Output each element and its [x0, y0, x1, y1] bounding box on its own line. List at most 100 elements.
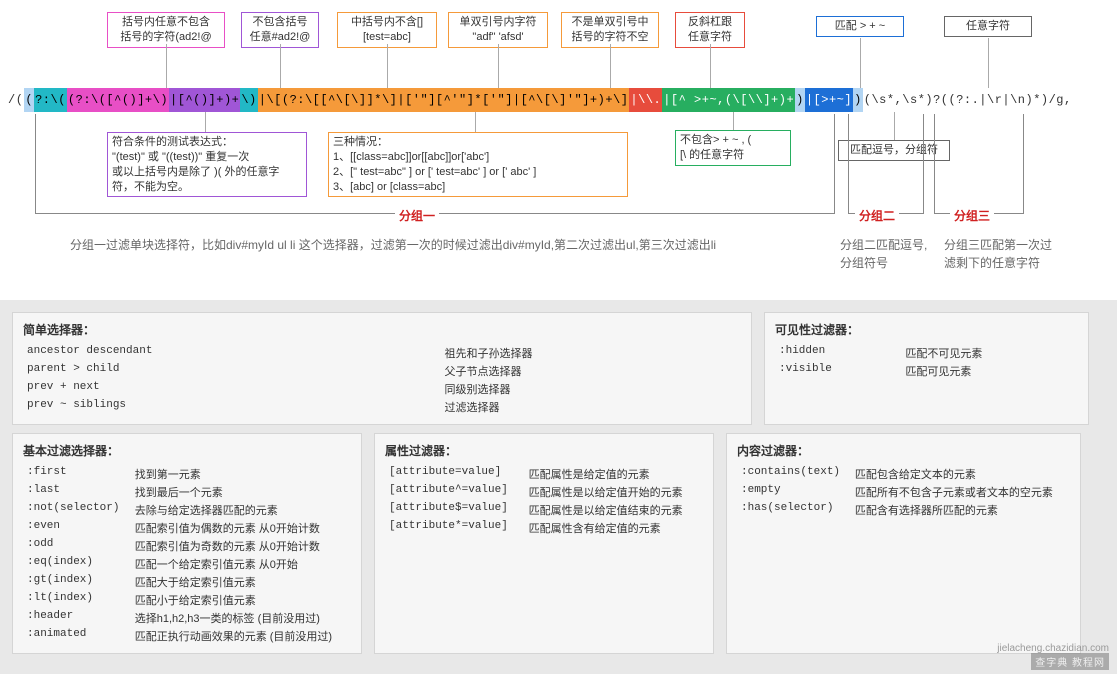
table-row: :hidden匹配不可见元素	[775, 344, 1078, 362]
connector	[280, 44, 281, 88]
table-row: :first找到第一元素	[23, 465, 351, 483]
table-row: [attribute=value]匹配属性是给定值的元素	[385, 465, 703, 483]
connector	[387, 44, 388, 88]
regex-seg-2: ?:\(	[34, 88, 67, 112]
table-row: :odd匹配索引值为奇数的元素 从0开始计数	[23, 537, 351, 555]
ref-table: [attribute=value]匹配属性是给定值的元素[attribute^=…	[385, 465, 703, 537]
selector-key: :contains(text)	[737, 465, 851, 483]
regex-seg-4: |[^()]+)+	[169, 88, 240, 112]
table-row: :contains(text)匹配包含给定文本的元素	[737, 465, 1070, 483]
ref-title: 可见性过滤器：	[775, 321, 1078, 338]
selector-desc: 匹配大于给定索引值元素	[131, 573, 351, 591]
connector	[710, 44, 711, 88]
regex-seg-0: /(	[7, 88, 24, 112]
selector-desc: 选择h1,h2,h3一类的标签 (目前没用过)	[131, 609, 351, 627]
group-desc-1: 分组一过滤单块选择符，比如div#myId ul li 这个选择器，过滤第一次的…	[70, 236, 770, 254]
regex-seg-3: (?:\([^()]+\)	[67, 88, 169, 112]
selector-key: :last	[23, 483, 131, 501]
group-desc-3: 分组三匹配第一次过滤剩下的任意字符	[944, 236, 1054, 272]
ref-table: :contains(text)匹配包含给定文本的元素:empty匹配所有不包含子…	[737, 465, 1070, 519]
selector-desc: 匹配属性是以给定值开始的元素	[525, 483, 703, 501]
table-row: prev ~ siblings过滤选择器	[23, 398, 741, 416]
table-row: :eq(index)匹配一个给定索引值元素 从0开始	[23, 555, 351, 573]
selector-desc: 祖先和子孙选择器	[441, 344, 741, 362]
watermark-text: 查字典 教程网	[1031, 653, 1109, 670]
selector-key: :odd	[23, 537, 131, 555]
regex-seg-12: (\s*,\s*)?((?:.|\r|\n)*)/g,	[863, 88, 1073, 112]
selector-key: parent > child	[23, 362, 441, 380]
table-row: ancestor descendant祖先和子孙选择器	[23, 344, 741, 362]
ref-box: 基本过滤选择器：:first找到第一元素:last找到最后一个元素:not(se…	[12, 433, 362, 654]
selector-key: :hidden	[775, 344, 901, 362]
ref-box: 可见性过滤器： :hidden匹配不可见元素:visible匹配可见元素	[764, 312, 1089, 425]
table-row: :has(selector)匹配含有选择器所匹配的元素	[737, 501, 1070, 519]
selector-key: [attribute$=value]	[385, 501, 525, 519]
table-row: :not(selector)去除与给定选择器匹配的元素	[23, 501, 351, 519]
table-row: [attribute$=value]匹配属性是以给定值结束的元素	[385, 501, 703, 519]
selector-key: :empty	[737, 483, 851, 501]
selector-key: [attribute^=value]	[385, 483, 525, 501]
regex-seg-1: (	[24, 88, 34, 112]
table-row: :lt(index)匹配小于给定索引值元素	[23, 591, 351, 609]
table-row: parent > child父子节点选择器	[23, 362, 741, 380]
selector-key: :eq(index)	[23, 555, 131, 573]
selector-desc: 匹配索引值为偶数的元素 从0开始计数	[131, 519, 351, 537]
group-desc-2: 分组二匹配逗号,分组符号	[840, 236, 935, 272]
selector-desc: 匹配一个给定索引值元素 从0开始	[131, 555, 351, 573]
selector-key: :animated	[23, 627, 131, 645]
selector-desc: 匹配包含给定文本的元素	[851, 465, 1070, 483]
selector-key: :not(selector)	[23, 501, 131, 519]
selector-key: :visible	[775, 362, 901, 380]
table-row: :visible匹配可见元素	[775, 362, 1078, 380]
diagram-region: 括号内任意不包含 括号的字符(ad2!@ 不包含括号 任意#ad2!@ 中括号内不含…	[0, 0, 1117, 300]
selector-key: :header	[23, 609, 131, 627]
note-top-2: 中括号内不含[] [test=abc]	[337, 12, 437, 48]
ref-box: 简单选择器：ancestor descendant祖先和子孙选择器parent …	[12, 312, 752, 425]
reference-tables: 简单选择器：ancestor descendant祖先和子孙选择器parent …	[0, 300, 1117, 674]
selector-desc: 匹配属性含有给定值的元素	[525, 519, 703, 537]
ref-box: 内容过滤器： :contains(text)匹配包含给定文本的元素:empty匹配…	[726, 433, 1081, 654]
selector-desc: 匹配属性是给定值的元素	[525, 465, 703, 483]
note-top-0: 括号内任意不包含 括号的字符(ad2!@	[107, 12, 225, 48]
ref-box: 属性过滤器：[attribute=value]匹配属性是给定值的元素[attri…	[374, 433, 714, 654]
selector-desc: 同级别选择器	[441, 380, 741, 398]
regex-seg-9: )	[795, 88, 805, 112]
connector	[498, 44, 499, 88]
table-row: :header选择h1,h2,h3一类的标签 (目前没用过)	[23, 609, 351, 627]
table-row: prev + next同级别选择器	[23, 380, 741, 398]
selector-key: prev ~ siblings	[23, 398, 441, 416]
note-top-7: 任意字符	[944, 16, 1032, 37]
selector-desc: 过滤选择器	[441, 398, 741, 416]
selector-desc: 匹配属性是以给定值结束的元素	[525, 501, 703, 519]
connector	[860, 38, 861, 88]
group-bracket-1	[35, 114, 835, 214]
group-bracket-3	[934, 114, 1024, 214]
selector-desc: 找到最后一个元素	[131, 483, 351, 501]
regex-expression: /((?:\((?:\([^()]+\)|[^()]+)+\)|\[(?:\[[…	[7, 88, 1110, 112]
selector-key: :gt(index)	[23, 573, 131, 591]
connector	[610, 44, 611, 88]
note-top-5: 反斜杠跟 任意字符	[675, 12, 745, 48]
selector-key: ancestor descendant	[23, 344, 441, 362]
selector-key: [attribute=value]	[385, 465, 525, 483]
group-label-1: 分组一	[395, 207, 439, 224]
ref-title: 内容过滤器：	[737, 442, 1070, 459]
selector-desc: 匹配小于给定索引值元素	[131, 591, 351, 609]
selector-key: :lt(index)	[23, 591, 131, 609]
selector-desc: 匹配含有选择器所匹配的元素	[851, 501, 1070, 519]
connector	[166, 44, 167, 88]
selector-key: [attribute*=value]	[385, 519, 525, 537]
regex-seg-5: \)	[240, 88, 257, 112]
table-row: :last找到最后一个元素	[23, 483, 351, 501]
ref-title: 属性过滤器：	[385, 442, 703, 459]
group-label-3: 分组三	[950, 207, 994, 224]
table-row: :gt(index)匹配大于给定索引值元素	[23, 573, 351, 591]
note-top-1: 不包含括号 任意#ad2!@	[241, 12, 319, 48]
selector-desc: 去除与给定选择器匹配的元素	[131, 501, 351, 519]
table-row: [attribute^=value]匹配属性是以给定值开始的元素	[385, 483, 703, 501]
selector-desc: 找到第一元素	[131, 465, 351, 483]
selector-key: :first	[23, 465, 131, 483]
selector-desc: 匹配所有不包含子元素或者文本的空元素	[851, 483, 1070, 501]
selector-desc: 匹配可见元素	[901, 362, 1078, 380]
selector-desc: 匹配正执行动画效果的元素 (目前没用过)	[131, 627, 351, 645]
